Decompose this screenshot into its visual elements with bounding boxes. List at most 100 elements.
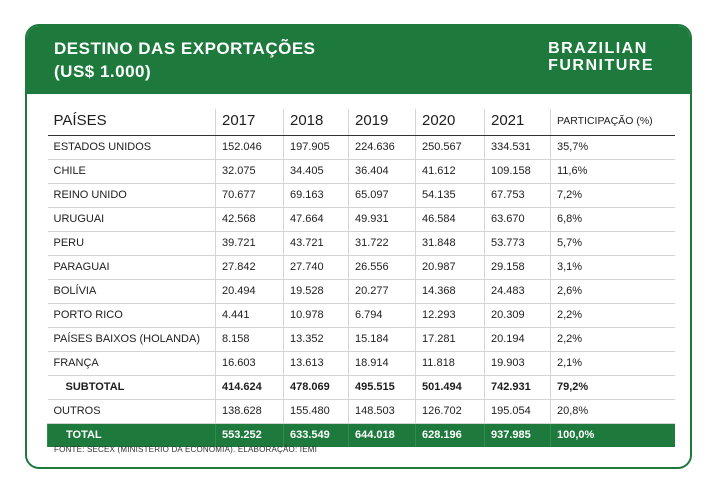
column-header: 2021 (484, 109, 551, 136)
value-cell: 18.914 (348, 351, 416, 376)
value-cell: 197.905 (283, 135, 349, 160)
value-cell: 152.046 (215, 135, 284, 160)
value-cell: 19.903 (484, 351, 551, 376)
value-cell: 26.556 (348, 255, 416, 280)
export-card: DESTINO DAS EXPORTAÇÕES (US$ 1.000) BRAZ… (25, 24, 692, 469)
value-cell: 31.848 (415, 231, 485, 256)
value-cell: 79,2% (550, 375, 675, 400)
column-header: 2019 (348, 109, 416, 136)
value-cell: 15.184 (348, 327, 416, 352)
country-cell: BOLÍVIA (47, 279, 216, 304)
value-cell: 414.624 (215, 375, 284, 400)
value-cell: 478.069 (283, 375, 349, 400)
value-cell: 12.293 (415, 303, 485, 328)
value-cell: 43.721 (283, 231, 349, 256)
country-cell: URUGUAI (47, 207, 216, 232)
value-cell: 20.494 (215, 279, 284, 304)
value-cell: 16.603 (215, 351, 284, 376)
value-cell: 4.441 (215, 303, 284, 328)
value-cell: 41.612 (415, 159, 485, 184)
country-cell: PAÍSES BAIXOS (HOLANDA) (47, 327, 216, 352)
value-cell: 6,8% (550, 207, 675, 232)
country-cell: PORTO RICO (47, 303, 216, 328)
value-cell: 20.987 (415, 255, 485, 280)
brazilian-furniture-logo: BRAZILIAN FURNITURE (548, 40, 654, 74)
value-cell: 148.503 (348, 399, 416, 424)
value-cell: 13.352 (283, 327, 349, 352)
column-header: PAÍSES (47, 109, 216, 136)
country-cell: TOTAL (47, 423, 216, 447)
value-cell: 32.075 (215, 159, 284, 184)
value-cell: 10.978 (283, 303, 349, 328)
value-cell: 7,2% (550, 183, 675, 208)
value-cell: 3,1% (550, 255, 675, 280)
value-cell: 54.135 (415, 183, 485, 208)
value-cell: 5,7% (550, 231, 675, 256)
subtotal-row: SUBTOTAL 414.624 478.069 495.515 501.494 742.… (47, 375, 675, 400)
value-cell: 70.677 (215, 183, 284, 208)
value-cell: 63.670 (484, 207, 551, 232)
value-cell: 495.515 (348, 375, 416, 400)
country-cell: OUTROS (47, 399, 216, 424)
card-header: DESTINO DAS EXPORTAÇÕES (US$ 1.000) BRAZ… (27, 26, 690, 94)
exports-table: PAÍSES 2017 2018 2019 2020 2021 PARTICIPAÇÃO (… (47, 109, 675, 447)
value-cell: 501.494 (415, 375, 485, 400)
table-row: REINO UNIDO 70.677 69.163 65.097 54.135 67.75… (47, 183, 675, 208)
table-row: PORTO RICO 4.441 10.978 6.794 12.293 20.309 2,… (47, 303, 675, 328)
value-cell: 29.158 (484, 255, 551, 280)
value-cell: 126.702 (415, 399, 485, 424)
table-row: CHILE 32.075 34.405 36.404 41.612 109.158 11,6… (47, 159, 675, 184)
value-cell: 2,2% (550, 303, 675, 328)
value-cell: 19.528 (283, 279, 349, 304)
value-cell: 2,6% (550, 279, 675, 304)
value-cell: 937.985 (484, 423, 551, 447)
value-cell: 11.818 (415, 351, 485, 376)
value-cell: 14.368 (415, 279, 485, 304)
logo-line-2: FURNITURE (548, 57, 654, 74)
country-cell: ESTADOS UNIDOS (47, 135, 216, 160)
value-cell: 13.613 (283, 351, 349, 376)
value-cell: 20.309 (484, 303, 551, 328)
country-cell: SUBTOTAL (47, 375, 216, 400)
value-cell: 24.483 (484, 279, 551, 304)
column-header: 2017 (215, 109, 284, 136)
table-row: PAÍSES BAIXOS (HOLANDA) 8.158 13.352 15.184… (47, 327, 675, 352)
value-cell: 20,8% (550, 399, 675, 424)
card-subtitle-unit: (US$ 1.000) (54, 62, 152, 81)
value-cell: 8.158 (215, 327, 284, 352)
value-cell: 53.773 (484, 231, 551, 256)
value-cell: 34.405 (283, 159, 349, 184)
value-cell: 633.549 (283, 423, 349, 447)
value-cell: 46.584 (415, 207, 485, 232)
value-cell: 47.664 (283, 207, 349, 232)
value-cell: 36.404 (348, 159, 416, 184)
country-cell: PERU (47, 231, 216, 256)
value-cell: 100,0% (550, 423, 675, 447)
value-cell: 17.281 (415, 327, 485, 352)
value-cell: 109.158 (484, 159, 551, 184)
value-cell: 39.721 (215, 231, 284, 256)
value-cell: 6.794 (348, 303, 416, 328)
table-row: URUGUAI 42.568 47.664 49.931 46.584 63.670 6,8… (47, 207, 675, 232)
table-header-row: PAÍSES 2017 2018 2019 2020 2021 PARTICIPAÇÃO (… (47, 109, 675, 136)
value-cell: 2,1% (550, 351, 675, 376)
value-cell: 20.194 (484, 327, 551, 352)
value-cell: 138.628 (215, 399, 284, 424)
value-cell: 11,6% (550, 159, 675, 184)
value-cell: 27.740 (283, 255, 349, 280)
value-cell: 35,7% (550, 135, 675, 160)
value-cell: 42.568 (215, 207, 284, 232)
value-cell: 195.054 (484, 399, 551, 424)
column-header: PARTICIPAÇÃO (%) (550, 109, 675, 136)
logo-line-1: BRAZILIAN (548, 40, 648, 57)
value-cell: 250.567 (415, 135, 485, 160)
source-note: FONTE: SECEX (MINISTÉRIO DA ECONOMIA). E… (54, 445, 318, 454)
value-cell: 553.252 (215, 423, 284, 447)
country-cell: REINO UNIDO (47, 183, 216, 208)
value-cell: 224.636 (348, 135, 416, 160)
country-cell: PARAGUAI (47, 255, 216, 280)
value-cell: 49.931 (348, 207, 416, 232)
value-cell: 2,2% (550, 327, 675, 352)
column-header: 2018 (283, 109, 349, 136)
value-cell: 155.480 (283, 399, 349, 424)
